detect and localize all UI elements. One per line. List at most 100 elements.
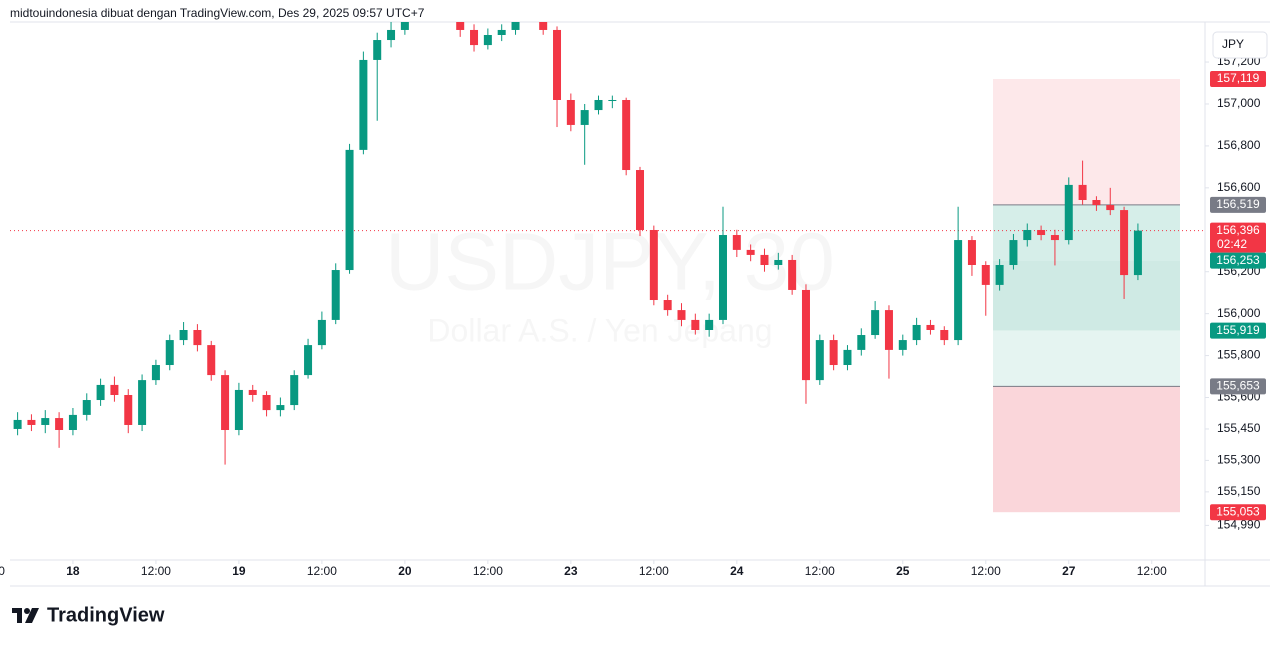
candle-body [193,329,202,346]
candle-body [151,365,160,381]
candle-body [912,324,921,341]
candle-body [248,389,257,395]
candle-body [857,335,866,350]
candle-body [276,405,285,411]
price-label: 156,519 [1216,197,1260,211]
candle-body [981,265,990,285]
candle-body [483,34,492,46]
candle-body [456,22,465,30]
position-zone [993,386,1180,513]
y-tick-label: 155,150 [1217,484,1261,498]
candle-body [96,384,105,401]
price-label: 155,653 [1216,379,1260,393]
candle-body [82,400,91,415]
candle-body [926,324,935,330]
candle-body [718,235,727,320]
candle-body [359,59,368,150]
position-zone [993,260,1180,331]
header-text: midtouindonesia dibuat dengan TradingVie… [10,6,425,20]
candle-body [566,99,575,125]
y-tick-label: 154,990 [1217,518,1261,532]
candle-body [677,310,686,320]
x-tick-label: 12:00 [307,564,337,578]
candle-body [539,22,548,30]
candle-body [207,345,216,376]
price-label-box [1210,252,1266,269]
candle-body [995,265,1004,285]
logo-icon [25,608,39,623]
candle-body [691,319,700,330]
candle-body [898,340,907,350]
candle-body [511,22,520,30]
price-label-box [1210,378,1266,395]
x-tick-label: 12:00 [639,564,669,578]
candle-body [829,340,838,366]
y-tick-label: 155,450 [1217,421,1261,435]
y-tick-label: 157,000 [1217,96,1261,110]
currency-label[interactable]: JPY [1222,37,1244,51]
candle-body [553,29,562,100]
candle-body [331,270,340,320]
price-label-box [1210,222,1266,253]
candle-body [1120,210,1129,276]
candle-body [290,375,299,406]
x-tick-label: 12:00 [1137,564,1167,578]
x-tick-label: 20 [398,564,412,578]
price-label: 157,119 [1217,71,1260,85]
x-tick-label: 12:00 [971,564,1001,578]
logo [12,608,39,623]
y-tick-label: 156,800 [1217,138,1261,152]
candle-body [345,149,354,271]
candle-body [1078,184,1087,201]
y-tick-label: 155,800 [1217,348,1261,362]
candle-body [1037,229,1046,236]
logo-icon [12,608,22,623]
x-tick-label: 24 [730,564,744,578]
watermark-symbol: USDJPY, 30 [385,217,835,308]
candle-body [622,99,631,171]
y-tick-label: 156,000 [1217,306,1261,320]
price-label: 156,253 [1216,253,1260,267]
watermark-description: Dollar A.S. / Yen Jepang [427,312,772,348]
candle-body [940,329,949,341]
candle-body [221,375,230,431]
candle-body [55,418,64,431]
candle-body [884,310,893,350]
candle-body [68,414,77,431]
currency-button[interactable] [1212,31,1268,59]
candle-body [110,384,119,395]
footer-logo-text: TradingView [47,604,165,626]
candle-body [262,394,271,411]
candle-body [815,340,824,381]
candle-body [774,259,783,266]
candle-body [594,99,603,111]
logo-icon [24,608,30,614]
x-tick-label: 12:00 [0,564,5,578]
price-label-box [1210,196,1266,213]
y-tick-label: 156,600 [1217,180,1261,194]
candle-body [470,29,479,46]
candle-body [760,254,769,266]
candle-body [967,240,976,266]
x-tick-label: 12:00 [473,564,503,578]
candle-body [608,99,617,101]
position-zone [993,204,1180,261]
candle-body [732,235,741,250]
candle-body [387,29,396,41]
x-tick-label: 27 [1062,564,1076,578]
candle-body [400,22,409,30]
candle-body [1009,240,1018,266]
candle-body [580,110,589,125]
candle-body [138,380,147,425]
candle-body [1092,200,1101,206]
candle-body [304,345,313,376]
candle-body [497,29,506,35]
price-label-box [1210,71,1266,88]
candle-body [41,418,50,425]
price-label: 155,919 [1216,323,1260,337]
candle-body [165,340,174,366]
candle-body [636,170,645,230]
x-tick-label: 19 [232,564,246,578]
candle-body [27,419,36,425]
